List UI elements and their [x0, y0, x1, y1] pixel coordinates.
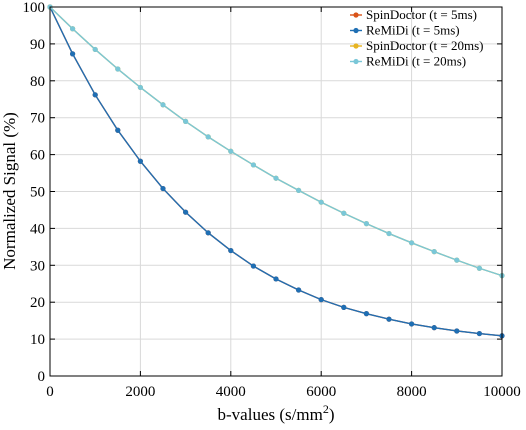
x-axis-title: b-values (s/mm2): [218, 402, 335, 424]
x-tick-label: 4000: [216, 384, 246, 400]
y-tick-label: 80: [30, 74, 45, 90]
data-point: [115, 127, 121, 133]
data-point: [92, 46, 98, 53]
data-point: [115, 66, 121, 72]
data-point: [341, 210, 347, 216]
legend-swatch-marker: [353, 43, 359, 49]
legend-swatch-marker: [353, 27, 359, 34]
legend-label: SpinDoctor (t = 20ms): [366, 38, 483, 53]
x-tick-label: 8000: [397, 384, 427, 400]
data-point: [363, 311, 369, 317]
x-tick-label: 10000: [483, 384, 521, 400]
y-tick-label: 90: [30, 37, 45, 53]
y-tick-label: 10: [30, 332, 45, 348]
x-axis-title-close: ): [329, 405, 335, 424]
series-layer: [47, 4, 505, 339]
data-point: [160, 185, 166, 192]
x-axis-title-superscript: 2: [323, 402, 329, 416]
data-point: [250, 263, 256, 269]
series-2: [47, 4, 505, 339]
data-point: [318, 297, 324, 303]
y-tick-label: 70: [30, 111, 45, 127]
data-point: [296, 187, 302, 193]
data-point: [205, 134, 211, 140]
y-tick-label: 60: [30, 148, 45, 164]
data-point: [92, 92, 98, 98]
data-point: [363, 221, 369, 227]
legend-label: ReMiDi (t = 5ms): [366, 23, 460, 38]
y-tick-label: 30: [30, 258, 45, 274]
legend-item: ReMiDi (t = 5ms): [350, 23, 460, 38]
data-point: [386, 316, 392, 322]
legend-label: ReMiDi (t = 20ms): [366, 54, 466, 69]
data-point: [250, 162, 256, 168]
data-point: [431, 249, 437, 255]
data-point: [476, 330, 482, 337]
data-point: [137, 158, 143, 164]
data-point: [137, 84, 143, 91]
legend-item: SpinDoctor (t = 5ms): [350, 7, 477, 22]
y-tick-label: 0: [38, 369, 46, 385]
tick-labels: 0 2000 4000 6000 8000 10000 0 10 20 30 40 50 60 70 80 9…: [23, 0, 521, 400]
y-tick-label: 40: [30, 221, 45, 237]
legend: SpinDoctor (t = 5ms)ReMiDi (t = 5ms)Spin…: [350, 7, 483, 69]
ticks: [49, 6, 503, 377]
legend-swatch-marker: [353, 58, 359, 65]
data-point: [409, 321, 415, 327]
legend-swatch-marker: [353, 12, 359, 18]
legend-label: SpinDoctor (t = 5ms): [366, 7, 477, 22]
data-point: [454, 328, 460, 334]
data-point: [70, 26, 76, 32]
data-point: [296, 287, 302, 293]
x-tick-label: 6000: [306, 384, 336, 400]
data-point: [386, 230, 392, 237]
series-4: [47, 4, 505, 279]
y-tick-label: 100: [23, 0, 46, 16]
data-point: [183, 209, 189, 215]
legend-item: SpinDoctor (t = 20ms): [350, 38, 483, 53]
data-point: [228, 247, 234, 254]
data-point: [431, 325, 437, 331]
x-tick-label: 0: [46, 384, 54, 400]
data-point: [160, 102, 166, 108]
grid: [49, 6, 503, 377]
data-point: [454, 257, 460, 263]
data-point: [273, 276, 279, 282]
data-point: [409, 240, 415, 246]
data-point: [273, 175, 279, 181]
data-point: [205, 230, 211, 236]
y-axis-title: Normalized Signal (%): [0, 112, 19, 270]
data-point: [183, 118, 189, 124]
y-tick-label: 20: [30, 295, 45, 311]
data-point: [341, 304, 347, 310]
data-point: [228, 148, 234, 154]
data-point: [318, 199, 324, 205]
data-point: [476, 265, 482, 271]
data-point: [70, 51, 76, 57]
x-tick-label: 2000: [125, 384, 155, 400]
y-tick-label: 50: [30, 185, 45, 201]
legend-item: ReMiDi (t = 20ms): [350, 54, 466, 69]
